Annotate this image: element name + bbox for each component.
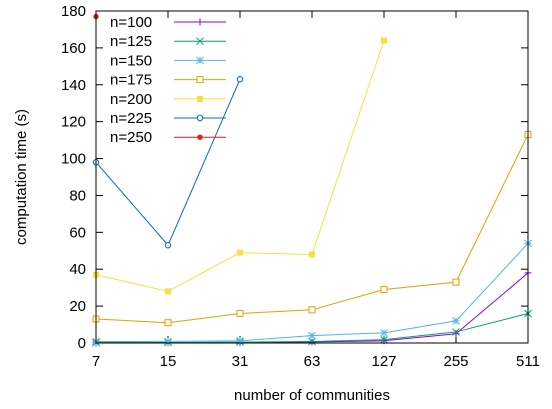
marker-shape <box>196 114 204 122</box>
data-point <box>236 336 244 345</box>
marker-stroke <box>380 329 388 337</box>
marker-stroke <box>196 37 204 46</box>
y-tick-label: 60 <box>69 224 86 241</box>
legend-marker <box>196 114 204 122</box>
y-tick-label: 40 <box>69 261 86 278</box>
y-axis-ticks: 0 20 40 60 80 100 120 140 160 180 <box>61 3 528 352</box>
y-tick-label: 20 <box>69 298 86 315</box>
marker-shape <box>308 306 316 314</box>
x-tick-label: 7 <box>92 353 100 370</box>
data-point <box>308 306 316 314</box>
legend-label: n=225 <box>110 110 152 127</box>
legend-marker <box>196 18 204 26</box>
data-point <box>452 278 460 286</box>
data-point <box>380 286 388 294</box>
legend-marker <box>197 134 203 140</box>
data-point <box>237 249 243 256</box>
data-point <box>236 309 244 317</box>
y-tick-label: 140 <box>61 77 86 94</box>
legend-marker <box>196 56 204 65</box>
marker-stroke <box>452 328 460 336</box>
legend-label: n=125 <box>110 33 152 50</box>
x-tick-label: 31 <box>232 353 249 370</box>
marker-shape <box>196 76 204 84</box>
marker-stroke <box>308 331 316 340</box>
x-tick-label: 15 <box>160 353 177 370</box>
marker-shape <box>380 286 388 294</box>
data-point <box>236 76 244 83</box>
marker-shape <box>165 288 171 295</box>
legend-marker <box>197 95 203 102</box>
y-tick-label: 180 <box>61 3 86 20</box>
data-point <box>308 337 316 346</box>
legend-item: n=250 <box>110 129 226 146</box>
marker-stroke <box>236 336 244 345</box>
marker-shape <box>309 251 315 258</box>
marker-stroke <box>452 317 460 325</box>
x-axis-title: number of communities <box>234 387 390 404</box>
marker-shape <box>164 319 172 327</box>
x-tick-label: 255 <box>443 353 468 370</box>
legend-marker <box>196 37 204 46</box>
marker-shape <box>197 134 203 140</box>
marker-shape <box>236 309 244 317</box>
legend-item: n=225 <box>110 110 226 127</box>
data-point <box>380 329 388 337</box>
y-tick-label: 100 <box>61 151 86 168</box>
data-point <box>164 337 172 346</box>
marker-shape <box>236 76 244 83</box>
legend-label: n=250 <box>110 129 152 146</box>
legend-item: n=150 <box>110 52 226 69</box>
y-tick-label: 120 <box>61 114 86 131</box>
marker-stroke <box>308 337 316 346</box>
legend-item: n=100 <box>110 14 226 31</box>
x-tick-label: 63 <box>304 353 321 370</box>
marker-stroke <box>164 337 172 346</box>
plot-frame <box>95 10 529 344</box>
data-point <box>308 331 316 340</box>
legend-item: n=200 <box>110 91 226 108</box>
y-tick-label: 80 <box>69 187 86 204</box>
marker-shape <box>452 278 460 286</box>
y-tick-label: 160 <box>61 40 86 57</box>
data-point <box>164 242 172 249</box>
legend-item: n=175 <box>110 72 226 89</box>
data-point <box>380 335 388 344</box>
data-point <box>309 251 315 258</box>
x-tick-label: 511 <box>516 353 540 370</box>
marker-shape <box>237 249 243 256</box>
legend: n=100 n=125 n=150 n=175 n=200 n=225 n=250 <box>110 14 226 146</box>
marker-shape <box>381 37 387 44</box>
legend-item: n=125 <box>110 33 226 50</box>
marker-shape <box>164 242 172 249</box>
data-point <box>381 37 387 44</box>
legend-label: n=175 <box>110 72 152 89</box>
marker-stroke <box>196 56 204 65</box>
legend-marker <box>196 76 204 84</box>
marker-shape <box>197 95 203 102</box>
marker-stroke <box>196 18 204 26</box>
data-point <box>452 328 460 336</box>
y-tick-label: 0 <box>78 335 86 352</box>
data-point <box>164 319 172 327</box>
y-axis-title: computation time (s) <box>13 109 30 245</box>
x-tick-label: 127 <box>371 353 396 370</box>
legend-label: n=200 <box>110 91 152 108</box>
legend-label: n=100 <box>110 14 152 31</box>
legend-label: n=150 <box>110 52 152 69</box>
marker-stroke <box>380 335 388 344</box>
data-point <box>452 317 460 325</box>
data-point <box>165 288 171 295</box>
